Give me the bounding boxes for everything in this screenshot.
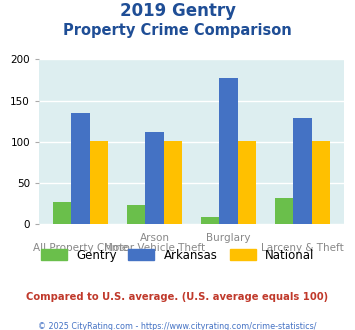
- Bar: [294, 118, 312, 224]
- Legend: Gentry, Arkansas, National: Gentry, Arkansas, National: [36, 244, 319, 266]
- Text: Motor Vehicle Theft: Motor Vehicle Theft: [104, 243, 205, 252]
- Text: Burglary: Burglary: [207, 233, 251, 243]
- Bar: [90, 141, 108, 224]
- Bar: [146, 132, 164, 224]
- Bar: [219, 79, 238, 224]
- Bar: [312, 141, 331, 224]
- Text: Arson: Arson: [140, 233, 170, 243]
- Bar: [71, 113, 90, 224]
- Text: Property Crime Comparison: Property Crime Comparison: [63, 23, 292, 38]
- Text: All Property Crime: All Property Crime: [33, 243, 128, 252]
- Bar: [164, 141, 182, 224]
- Text: 2019 Gentry: 2019 Gentry: [120, 2, 235, 20]
- Bar: [53, 202, 71, 224]
- Text: Compared to U.S. average. (U.S. average equals 100): Compared to U.S. average. (U.S. average …: [26, 292, 329, 302]
- Bar: [201, 217, 219, 224]
- Bar: [275, 198, 294, 224]
- Text: Larceny & Theft: Larceny & Theft: [261, 243, 344, 252]
- Bar: [127, 205, 146, 224]
- Text: © 2025 CityRating.com - https://www.cityrating.com/crime-statistics/: © 2025 CityRating.com - https://www.city…: [38, 322, 317, 330]
- Bar: [238, 141, 256, 224]
